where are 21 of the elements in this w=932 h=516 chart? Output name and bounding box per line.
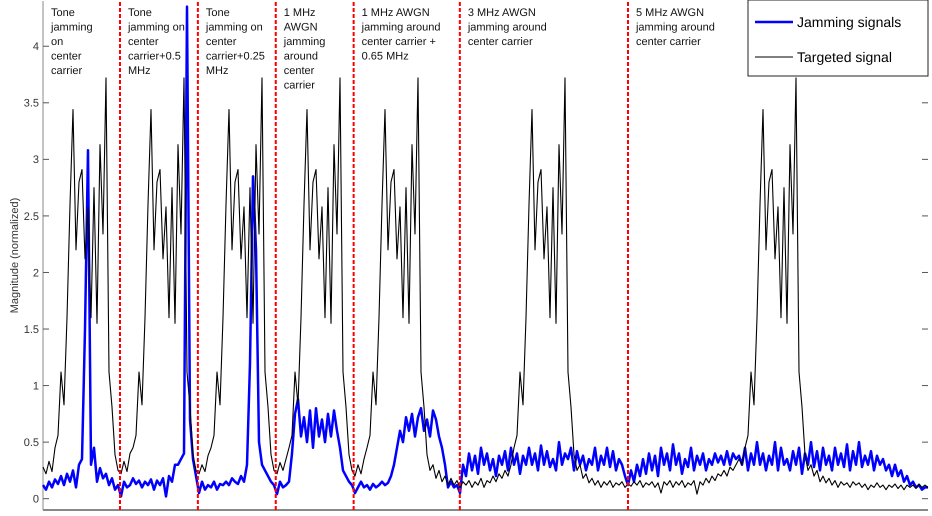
y-tick-label: 0.5 (24, 436, 39, 449)
annotation: Tone jamming on center carrier (50, 7, 93, 77)
legend-label: Jamming signals (797, 14, 902, 30)
annotation: Tone jamming on center carrier+0.25 MHz (204, 7, 265, 77)
annotation: 3 MHz AWGN jamming around center carrier (466, 7, 547, 48)
y-tick-label: 3.5 (24, 98, 39, 110)
annotation: 5 MHz AWGN jamming around center carrier (634, 7, 715, 48)
legend-label: Targeted signal (797, 48, 892, 65)
y-tick-label: 0 (32, 494, 39, 506)
y-tick-label: 1 (32, 380, 39, 392)
annotation: Tone jamming on center carrier+0.5 MHz (126, 7, 185, 77)
y-axis-title: Magnitude (normalized) (9, 198, 21, 314)
line-series (42, 77, 929, 495)
y-tick-label: 2 (32, 267, 39, 280)
annotation: 1 MHz AWGN jamming around center carrier (282, 7, 326, 92)
y-tick-label: 3 (32, 154, 39, 166)
y-tick-label: 1.5 (24, 324, 39, 336)
annotation: 1 MHz AWGN jamming around center carrier + 0.65 MHz (360, 7, 441, 62)
y-tick-label: 2.5 (24, 210, 39, 223)
line-series (42, 5, 930, 498)
y-tick-label: 4 (32, 41, 39, 54)
